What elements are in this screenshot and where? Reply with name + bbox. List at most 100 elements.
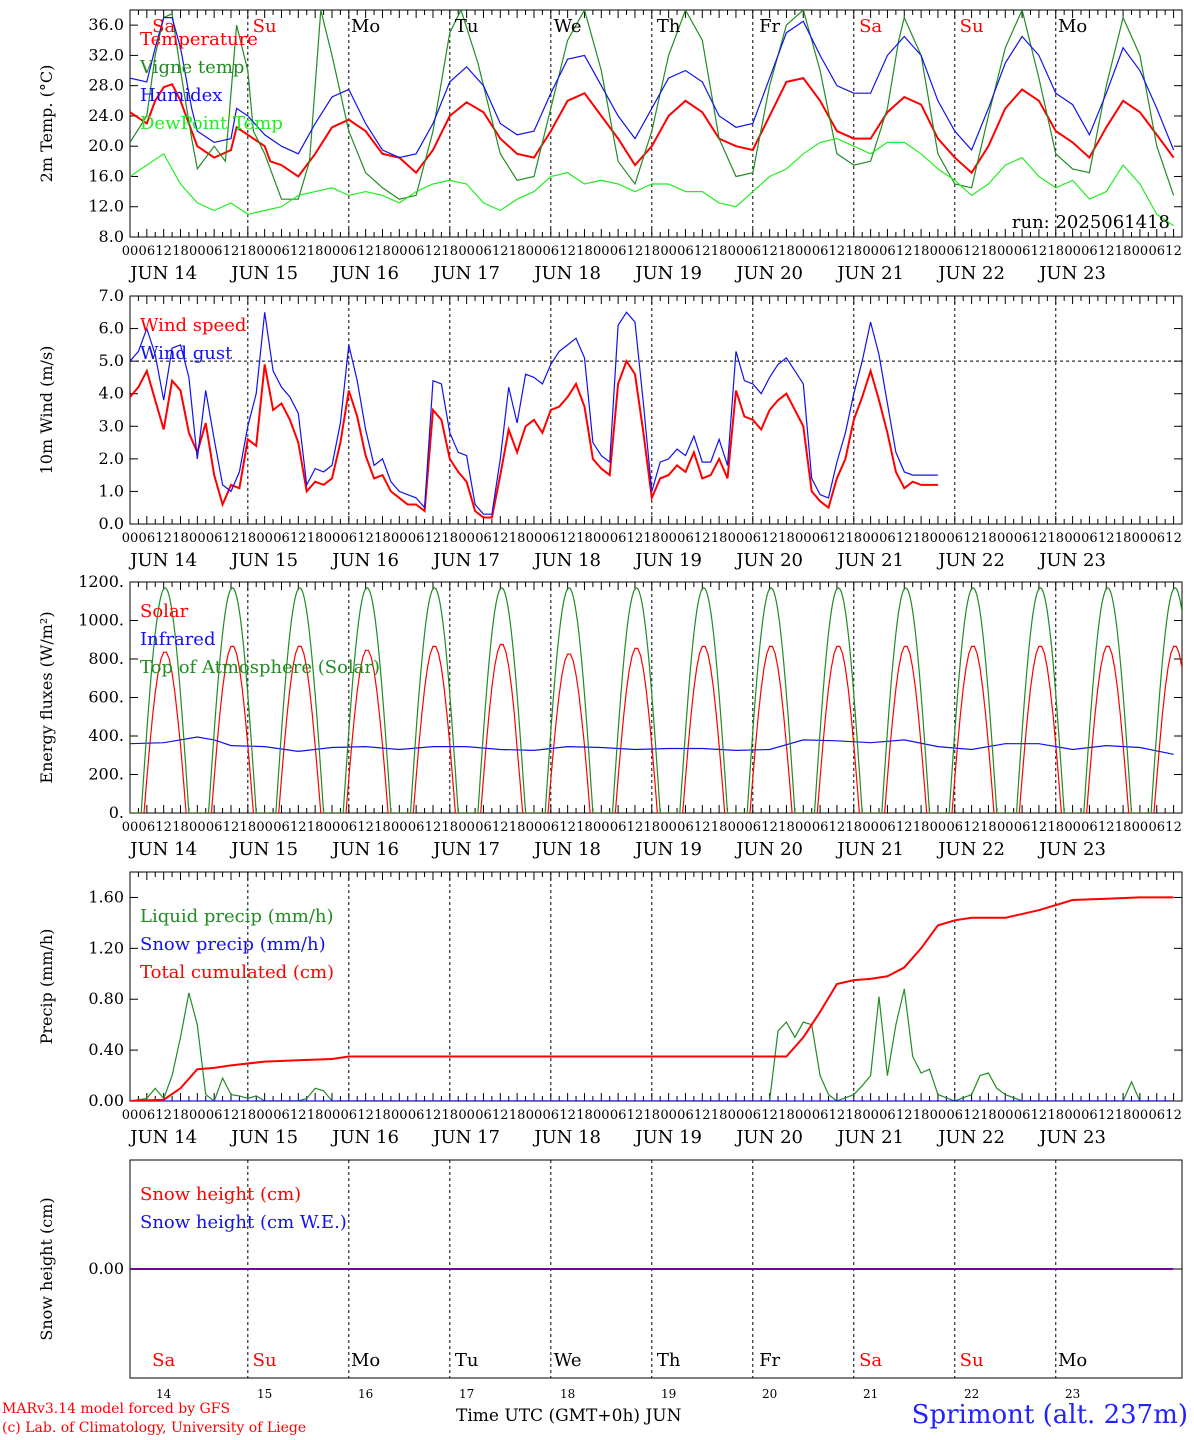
date-label: JUN 18 <box>532 263 601 284</box>
y-tick-label: 0. <box>109 803 124 822</box>
y-tick-label: 12.0 <box>88 197 124 216</box>
hour-tick-label: 00 <box>256 244 273 259</box>
weekday-label: We <box>554 16 582 37</box>
date-label: JUN 16 <box>330 263 399 284</box>
y-tick-label: 32.0 <box>88 45 124 64</box>
hour-tick-label: 06 <box>812 1108 829 1123</box>
hour-tick-label: 00 <box>795 1108 812 1123</box>
hour-tick-label: 18 <box>374 531 391 546</box>
hour-tick-label: 12 <box>829 1108 846 1123</box>
hour-tick-label: 00 <box>593 820 610 835</box>
hour-tick-label: 18 <box>644 1108 661 1123</box>
y-tick-label: 1.20 <box>88 938 124 957</box>
hour-tick-label: 00 <box>728 1108 745 1123</box>
hour-tick-label: 06 <box>610 1108 627 1123</box>
hour-tick-label: 12 <box>1098 531 1115 546</box>
date-label: JUN 21 <box>835 839 904 860</box>
hour-tick-label: 12 <box>963 244 980 259</box>
hour-tick-label: 12 <box>155 531 172 546</box>
hour-tick-label: 00 <box>324 1108 341 1123</box>
day-number: 21 <box>863 1387 878 1401</box>
legend-snow-precip-mm-h-: Snow precip (mm/h) <box>140 934 326 955</box>
hour-tick-label: 12 <box>425 1108 442 1123</box>
hour-tick-label: 12 <box>155 820 172 835</box>
hour-tick-label: 12 <box>694 531 711 546</box>
hour-tick-label: 06 <box>1014 1108 1031 1123</box>
date-label: JUN 17 <box>431 263 500 284</box>
hour-tick-label: 06 <box>408 531 425 546</box>
hour-tick-label: 12 <box>425 820 442 835</box>
weekday-label: Mo <box>1058 16 1087 37</box>
date-label: JUN 23 <box>1037 550 1106 571</box>
hour-tick-label: 18 <box>846 820 863 835</box>
hour-tick-label: 06 <box>341 244 358 259</box>
panel-1 <box>129 9 1183 238</box>
weekday-label: Tu <box>455 1350 479 1371</box>
hour-tick-label: 12 <box>290 531 307 546</box>
date-label: JUN 14 <box>128 839 197 860</box>
date-label: JUN 14 <box>128 1127 197 1148</box>
hour-tick-label: 18 <box>509 820 526 835</box>
hour-tick-label: 00 <box>1132 820 1149 835</box>
hour-tick-label: 12 <box>1165 820 1182 835</box>
hour-tick-label: 12 <box>1098 1108 1115 1123</box>
hour-tick-label: 00 <box>930 1108 947 1123</box>
y-tick-label: 4.0 <box>99 384 124 403</box>
y-tick-label: 3.0 <box>99 416 124 435</box>
y-tick-label: 6.0 <box>99 319 124 338</box>
hour-tick-label: 06 <box>879 1108 896 1123</box>
date-label: JUN 14 <box>128 550 197 571</box>
hour-tick-label: 18 <box>1115 820 1132 835</box>
hour-tick-label: 18 <box>509 1108 526 1123</box>
hour-tick-label: 18 <box>509 531 526 546</box>
day-number: 17 <box>459 1387 474 1401</box>
date-label: JUN 20 <box>734 550 803 571</box>
hour-tick-label: 06 <box>543 820 560 835</box>
hour-tick-label: 00 <box>526 820 543 835</box>
hour-tick-label: 00 <box>324 531 341 546</box>
y-tick-label: 0.0 <box>99 514 124 533</box>
hour-tick-label: 00 <box>862 1108 879 1123</box>
y-tick-label: 800. <box>88 649 124 668</box>
hour-tick-label: 00 <box>189 531 206 546</box>
panel-frame <box>129 9 1183 238</box>
hour-tick-label: 12 <box>223 531 240 546</box>
hour-tick-label: 12 <box>694 820 711 835</box>
legend-snow-height-cm-: Snow height (cm) <box>140 1184 301 1205</box>
hour-tick-label: 12 <box>896 531 913 546</box>
weekday-label: Su <box>253 16 277 37</box>
y-tick-label: 7.0 <box>99 286 124 305</box>
weekday-label: Su <box>960 16 984 37</box>
hour-tick-label: 06 <box>139 244 156 259</box>
hour-tick-label: 06 <box>543 531 560 546</box>
hour-tick-label: 12 <box>425 531 442 546</box>
date-label: JUN 21 <box>835 1127 904 1148</box>
hour-tick-label: 18 <box>711 531 728 546</box>
y-tick-label: 1200. <box>78 572 124 591</box>
date-label: JUN 18 <box>532 550 601 571</box>
hour-tick-label: 00 <box>728 820 745 835</box>
hour-tick-label: 12 <box>357 244 374 259</box>
weekday-label: We <box>554 1350 582 1371</box>
hour-tick-label: 00 <box>997 244 1014 259</box>
date-label: JUN 18 <box>532 1127 601 1148</box>
hour-tick-label: 00 <box>526 531 543 546</box>
hour-tick-label: 00 <box>862 531 879 546</box>
hour-tick-label: 00 <box>256 1108 273 1123</box>
hour-tick-label: 18 <box>576 1108 593 1123</box>
hour-tick-label: 18 <box>913 531 930 546</box>
weekday-label: Mo <box>1058 1350 1087 1371</box>
hour-tick-label: 00 <box>930 244 947 259</box>
hour-tick-label: 18 <box>307 531 324 546</box>
hour-tick-label: 06 <box>273 531 290 546</box>
hour-tick-label: 06 <box>1148 1108 1165 1123</box>
panel-2 <box>129 295 1183 525</box>
hour-tick-label: 06 <box>677 820 694 835</box>
weekday-label: Mo <box>351 1350 380 1371</box>
hour-tick-label: 12 <box>829 244 846 259</box>
hour-tick-label: 12 <box>357 531 374 546</box>
y-tick-label: 0.40 <box>88 1040 124 1059</box>
hour-tick-label: 06 <box>745 1108 762 1123</box>
date-label: JUN 17 <box>431 839 500 860</box>
hour-tick-label: 18 <box>711 820 728 835</box>
